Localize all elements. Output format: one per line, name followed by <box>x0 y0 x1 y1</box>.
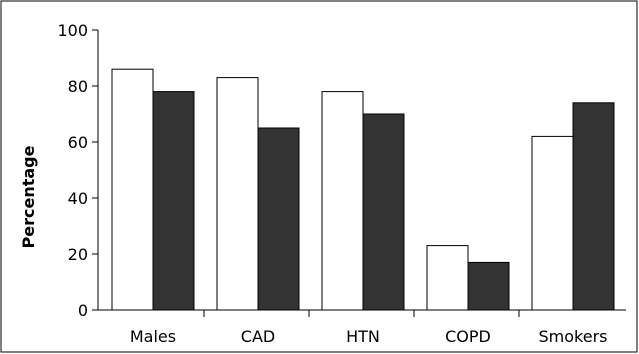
y-tick-label: 0 <box>78 301 88 320</box>
x-tick-label-males: Males <box>130 327 176 346</box>
bar-smokers-series-1 <box>532 136 573 310</box>
y-tick-label: 40 <box>68 189 88 208</box>
bar-copd-series-2 <box>468 262 509 310</box>
x-tick-label-cad: CAD <box>241 327 275 346</box>
y-tick-label: 60 <box>68 133 88 152</box>
bar-males-series-1 <box>112 69 153 310</box>
bar-cad-series-1 <box>217 78 258 310</box>
y-axis-title: Percentage <box>19 145 38 248</box>
bar-htn-series-1 <box>322 92 363 310</box>
bar-copd-series-1 <box>427 246 468 310</box>
y-tick-label: 80 <box>68 77 88 96</box>
x-tick-label-smokers: Smokers <box>539 327 608 346</box>
y-tick-label: 100 <box>57 21 88 40</box>
y-tick-label: 20 <box>68 245 88 264</box>
x-tick-label-htn: HTN <box>346 327 380 346</box>
bar-smokers-series-2 <box>573 103 614 310</box>
bar-cad-series-2 <box>258 128 299 310</box>
bar-males-series-2 <box>153 92 194 310</box>
bar-htn-series-2 <box>363 114 404 310</box>
x-tick-label-copd: COPD <box>445 327 491 346</box>
